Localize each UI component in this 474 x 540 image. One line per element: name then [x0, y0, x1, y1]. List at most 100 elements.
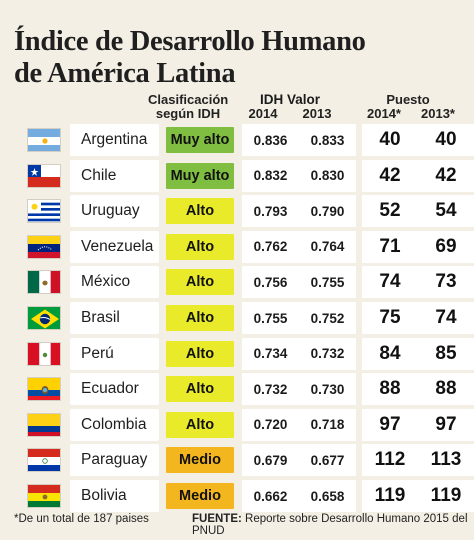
country-cell: Paraguay — [70, 444, 159, 477]
source-text: Reporte sobre Desarrollo Humano 2015 del… — [192, 513, 468, 537]
header-idh: IDH Valor — [259, 92, 321, 107]
classification-cell: Medio — [164, 444, 236, 476]
rank-2014-value: 112 — [374, 449, 406, 471]
rank-2013-value: 119 — [430, 485, 462, 506]
country-cell: Uruguay — [70, 195, 159, 228]
chile-flag — [27, 163, 61, 188]
table-row-chile: Chile Muy alto 0.832 0.830 42 42 — [14, 159, 474, 192]
idh-2013-value: 0.752 — [310, 310, 345, 326]
classification-badge: Alto — [166, 376, 234, 403]
idh-2013-value: 0.830 — [310, 168, 345, 184]
source-label: FUENTE: — [192, 513, 242, 525]
header-idh-2014: 2014 — [248, 106, 278, 121]
idh-2014-value: 0.756 — [253, 274, 288, 290]
classification-cell: Alto — [164, 231, 236, 263]
rank-cell: 88 88 — [362, 373, 474, 406]
idh-cell: 0.662 0.658 — [242, 480, 356, 512]
table-row-paraguay: Paraguay Medio 0.679 0.677 112 113 — [14, 444, 474, 477]
idh-2013-value: 0.764 — [310, 239, 345, 255]
header-idh-2013: 2013 — [302, 106, 332, 121]
table-row-uruguay: Uruguay Alto 0.793 0.790 52 54 — [14, 195, 474, 228]
country-name: Brasil — [81, 309, 120, 326]
idh-2013-value: 0.677 — [310, 452, 345, 468]
rank-2013-value: 74 — [435, 307, 457, 328]
rank-cell: 52 54 — [362, 195, 474, 228]
table-row-mexico: México Alto 0.756 0.755 74 73 — [14, 266, 474, 299]
classification-badge: Alto — [166, 305, 234, 331]
country-name: Paraguay — [81, 451, 148, 469]
rank-2013-value: 97 — [435, 413, 457, 435]
rank-cell: 97 97 — [362, 408, 474, 441]
header-rank-2013: 2013* — [421, 106, 455, 121]
rank-2013-value: 88 — [435, 378, 457, 400]
country-name: Uruguay — [81, 202, 140, 220]
rank-2013-value: 73 — [435, 271, 457, 293]
classification-badge: Alto — [166, 411, 234, 438]
table-row-colombia: Colombia Alto 0.720 0.718 97 97 — [14, 408, 474, 441]
paraguay-flag — [27, 448, 61, 473]
rank-cell: 75 74 — [362, 302, 474, 334]
idh-cell: 0.720 0.718 — [242, 408, 356, 441]
classification-cell: Alto — [164, 195, 236, 227]
header-rank: Puesto — [386, 92, 430, 107]
flag-cell — [18, 231, 66, 263]
country-cell: Chile — [70, 159, 159, 192]
classification-badge: Medio — [166, 483, 234, 509]
idh-2014-value: 0.662 — [253, 488, 288, 504]
rank-2013-value: 113 — [430, 449, 462, 471]
country-name: Venezuela — [81, 237, 154, 255]
idh-2013-value: 0.790 — [310, 203, 345, 219]
classification-badge: Alto — [166, 233, 234, 260]
rank-cell: 119 119 — [362, 480, 474, 512]
idh-2014-value: 0.732 — [253, 381, 288, 397]
flag-cell — [18, 373, 66, 405]
classification-badge: Alto — [166, 269, 234, 296]
classification-cell: Muy alto — [164, 124, 236, 156]
table-row-argentina: Argentina Muy alto 0.836 0.833 40 40 — [14, 124, 474, 156]
classification-cell: Alto — [164, 302, 236, 334]
country-cell: Venezuela — [70, 230, 159, 263]
classification-badge: Alto — [166, 198, 234, 225]
uruguay-flag — [27, 199, 61, 224]
flag-cell — [18, 409, 66, 441]
country-cell: Bolivia — [70, 480, 159, 512]
rank-2014-value: 52 — [379, 200, 401, 222]
title-line-2: de América Latina — [14, 58, 236, 89]
table-row-bolivia: Bolivia Medio 0.662 0.658 119 119 — [14, 480, 474, 512]
idh-cell: 0.755 0.752 — [242, 302, 356, 334]
rank-2013-value: 85 — [435, 342, 457, 364]
country-name: Chile — [81, 166, 117, 184]
classification-cell: Medio — [164, 480, 236, 512]
classification-cell: Muy alto — [164, 160, 236, 192]
bolivia-flag — [27, 484, 61, 508]
rank-2013-value: 40 — [435, 129, 457, 150]
idh-2014-value: 0.734 — [253, 346, 288, 362]
classification-badge: Muy alto — [166, 162, 234, 189]
header-classification-line-1: Clasificación — [148, 92, 229, 107]
rank-2014-value: 84 — [379, 342, 401, 364]
rank-2014-value: 119 — [374, 485, 406, 506]
idh-2014-value: 0.755 — [253, 310, 288, 326]
rank-cell: 71 69 — [362, 230, 474, 263]
header-classification: Clasificación según IDH — [148, 93, 228, 121]
rank-2014-value: 97 — [379, 413, 401, 435]
idh-2014-value: 0.836 — [253, 132, 288, 148]
table-row-brasil: Brasil Alto 0.755 0.752 75 74 — [14, 302, 474, 334]
classification-cell: Alto — [164, 266, 236, 298]
classification-badge: Alto — [166, 340, 234, 367]
idh-2013-value: 0.732 — [310, 346, 345, 362]
venezuela-flag — [27, 234, 61, 259]
rank-2013-value: 54 — [435, 200, 457, 222]
rank-cell: 112 113 — [362, 444, 474, 477]
idh-cell: 0.836 0.833 — [242, 124, 356, 156]
rank-2014-value: 88 — [379, 378, 401, 400]
classification-cell: Alto — [164, 338, 236, 370]
table-row-peru: Perú Alto 0.734 0.732 84 85 — [14, 337, 474, 370]
idh-2013-value: 0.755 — [310, 274, 345, 290]
idh-cell: 0.793 0.790 — [242, 195, 356, 228]
rank-2013-value: 69 — [435, 235, 457, 257]
country-name: Argentina — [81, 131, 148, 148]
idh-cell: 0.734 0.732 — [242, 337, 356, 370]
rank-2014-value: 75 — [379, 307, 401, 328]
country-name: Colombia — [81, 415, 147, 433]
